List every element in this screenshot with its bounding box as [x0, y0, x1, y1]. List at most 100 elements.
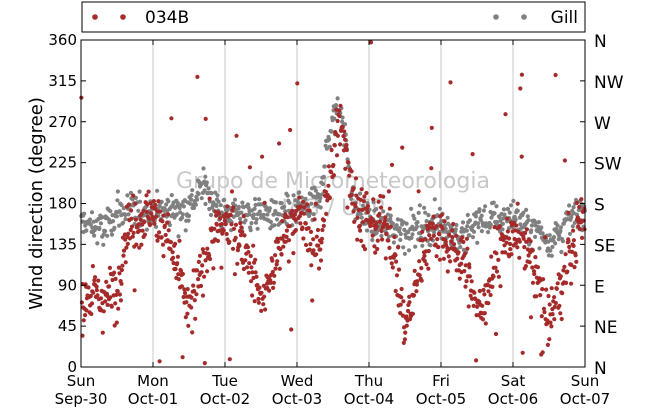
data-point [90, 264, 95, 269]
data-point [411, 293, 417, 298]
data-point [368, 223, 373, 229]
data-point [284, 228, 289, 233]
data-point [115, 289, 120, 294]
data-point [203, 201, 208, 207]
data-point [577, 204, 582, 210]
data-point [456, 250, 461, 255]
data-point [185, 311, 190, 316]
data-point [192, 298, 197, 303]
data-point [573, 253, 578, 258]
data-point [229, 222, 234, 227]
data-point [182, 290, 188, 296]
data-point [394, 259, 399, 264]
data-point [215, 238, 221, 243]
data-point [420, 229, 425, 234]
data-point [571, 238, 577, 243]
data-point [374, 207, 379, 212]
data-point [329, 170, 334, 175]
data-point [140, 228, 145, 233]
data-point [333, 103, 339, 108]
data-point [519, 154, 524, 159]
data-point [412, 216, 417, 221]
data-point [326, 183, 331, 188]
data-point [134, 242, 139, 247]
data-point [539, 225, 544, 230]
data-point [379, 228, 384, 234]
data-point [295, 81, 300, 86]
data-point [369, 216, 374, 221]
data-point [431, 214, 436, 219]
data-point [460, 220, 466, 225]
data-point [230, 246, 236, 251]
data-point [393, 288, 398, 294]
data-point [387, 206, 392, 211]
data-point [107, 284, 112, 289]
data-point [195, 74, 200, 79]
data-point [185, 287, 190, 292]
data-point [196, 277, 201, 282]
data-point [353, 204, 358, 209]
data-point [282, 204, 287, 209]
y-tick-label: 360 [48, 31, 77, 49]
data-point [394, 223, 399, 228]
data-point [162, 223, 167, 228]
data-point [175, 200, 180, 206]
data-point [500, 221, 505, 226]
data-point [515, 245, 520, 250]
data-point [212, 226, 217, 231]
data-point [218, 203, 223, 208]
data-point [571, 228, 576, 233]
data-point [126, 212, 131, 217]
data-point [115, 189, 120, 194]
y-tick-label: 135 [48, 235, 77, 253]
data-point [217, 228, 222, 233]
data-point [240, 229, 245, 234]
data-point [254, 274, 259, 279]
data-point [430, 221, 435, 226]
data-point [193, 316, 198, 321]
data-point [204, 180, 209, 185]
data-point [481, 287, 486, 293]
data-point [190, 188, 195, 193]
data-point [505, 229, 510, 234]
data-point [97, 225, 102, 231]
data-point [268, 280, 273, 285]
data-point [231, 205, 236, 210]
data-point [227, 239, 232, 244]
data-point [247, 261, 252, 266]
data-point [486, 301, 491, 306]
data-point [79, 300, 84, 305]
compass-tick-label: N [594, 32, 607, 52]
data-point [349, 169, 354, 174]
data-point [194, 268, 200, 273]
data-point [414, 282, 419, 287]
x-tick-date: Oct-01 [128, 390, 178, 408]
legend: 034B Gill [81, 1, 586, 33]
data-point [270, 258, 275, 263]
x-tick-day: Tue [211, 372, 238, 390]
data-point [549, 324, 554, 329]
data-point [216, 199, 221, 204]
data-point [108, 209, 113, 214]
data-point [382, 218, 387, 223]
data-point [89, 301, 95, 306]
data-point [541, 277, 546, 282]
data-point [524, 227, 530, 232]
data-point [504, 240, 509, 245]
data-point [451, 242, 457, 247]
data-point [112, 323, 117, 328]
data-point [565, 269, 570, 274]
data-point [308, 242, 313, 247]
data-point [300, 225, 305, 230]
data-point [232, 272, 237, 277]
data-point [371, 197, 376, 202]
data-point [121, 253, 126, 258]
data-point [526, 253, 531, 258]
data-point [376, 199, 381, 204]
data-point [491, 200, 496, 205]
legend-label: Gill [551, 8, 578, 28]
data-point [125, 241, 130, 246]
data-point [128, 227, 133, 232]
data-point [426, 213, 431, 218]
data-point [497, 224, 502, 229]
